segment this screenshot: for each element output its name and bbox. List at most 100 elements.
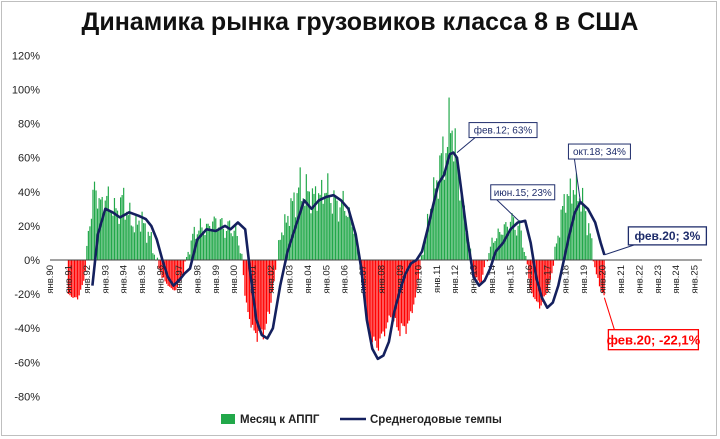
bar: [322, 203, 324, 260]
annotation-box: [468, 122, 538, 139]
bar: [78, 260, 80, 296]
bar: [202, 231, 205, 260]
bar: [250, 260, 252, 328]
x-tick-label: янв.18: [561, 265, 572, 294]
x-tick-label: янв.02: [266, 265, 277, 294]
bar: [588, 223, 590, 260]
bar: [265, 260, 268, 324]
bar: [146, 242, 148, 260]
bar: [589, 233, 591, 260]
bar: [473, 260, 475, 277]
x-tick-label: янв.08: [377, 265, 388, 294]
bar: [100, 199, 102, 260]
bar: [422, 254, 424, 260]
bar: [328, 197, 330, 260]
bar: [324, 193, 326, 260]
bar: [413, 260, 415, 305]
annotation-label: фев.20; -22,1%: [607, 332, 701, 347]
bar: [87, 230, 89, 260]
bar: [549, 260, 551, 280]
bar: [430, 208, 432, 260]
bar: [354, 232, 357, 260]
annotation-leader: [604, 244, 635, 256]
bar: [548, 260, 550, 285]
bar: [118, 223, 120, 260]
bar: [72, 260, 74, 298]
bar: [90, 218, 93, 260]
bar: [225, 230, 228, 260]
bar: [172, 260, 174, 290]
x-tick-label: янв.93: [100, 265, 111, 294]
bar: [132, 226, 134, 260]
bar: [130, 225, 132, 260]
bar: [189, 254, 191, 260]
bar: [344, 210, 346, 260]
y-tick-label: -60%: [14, 357, 40, 369]
bar: [407, 260, 409, 324]
bar: [248, 260, 251, 320]
bar: [182, 260, 185, 274]
bar: [247, 260, 249, 313]
bar: [555, 243, 558, 260]
bar: [402, 260, 404, 326]
bar: [511, 213, 513, 260]
bar: [491, 237, 493, 260]
bar: [112, 215, 114, 260]
bar: [543, 260, 545, 297]
bar: [526, 260, 528, 265]
bar: [207, 223, 209, 260]
bar: [508, 231, 510, 260]
bar: [271, 260, 274, 292]
bar: [110, 211, 112, 260]
x-tick-label: янв.16: [524, 265, 535, 294]
x-tick-label: янв.03: [284, 265, 295, 294]
bar: [558, 237, 561, 260]
x-tick-label: янв.23: [653, 265, 664, 294]
bar: [595, 260, 598, 275]
bar: [77, 260, 79, 300]
bar: [75, 260, 77, 298]
bar: [540, 260, 542, 306]
x-tick-label: янв.20: [598, 265, 609, 294]
bar: [565, 212, 567, 260]
bar: [169, 260, 171, 287]
bar: [159, 260, 162, 273]
x-tick-label: янв.14: [487, 265, 498, 294]
y-tick-label: 40%: [18, 187, 40, 199]
bar: [113, 197, 116, 260]
x-tick-label: янв.05: [321, 265, 332, 294]
bar: [585, 211, 587, 260]
bar: [339, 207, 341, 260]
bar: [304, 205, 306, 260]
bar: [95, 190, 97, 260]
bar: [135, 213, 137, 260]
bar: [73, 260, 76, 298]
x-tick-label: янв.11: [432, 265, 443, 293]
bar: [285, 222, 287, 260]
bar: [449, 133, 452, 260]
bar: [224, 237, 226, 260]
bar: [162, 260, 165, 278]
bar: [514, 229, 516, 260]
x-tick-label: янв.00: [229, 265, 240, 294]
bar: [368, 260, 370, 334]
bar: [93, 181, 96, 260]
bar: [376, 260, 378, 348]
bar: [158, 260, 160, 269]
bar: [569, 178, 571, 260]
bar: [453, 161, 455, 260]
bar: [356, 242, 358, 260]
bar: [123, 187, 125, 260]
annotation-label: окт.18; 34%: [573, 147, 626, 158]
bar: [216, 229, 218, 260]
bar: [67, 260, 70, 295]
y-tick-label: -80%: [14, 391, 40, 403]
bar: [411, 260, 413, 314]
bar: [497, 228, 499, 260]
bar: [492, 242, 495, 260]
bar: [210, 231, 212, 260]
bar: [287, 215, 289, 260]
bar: [459, 200, 461, 260]
bar: [506, 226, 508, 260]
bar: [425, 236, 427, 260]
